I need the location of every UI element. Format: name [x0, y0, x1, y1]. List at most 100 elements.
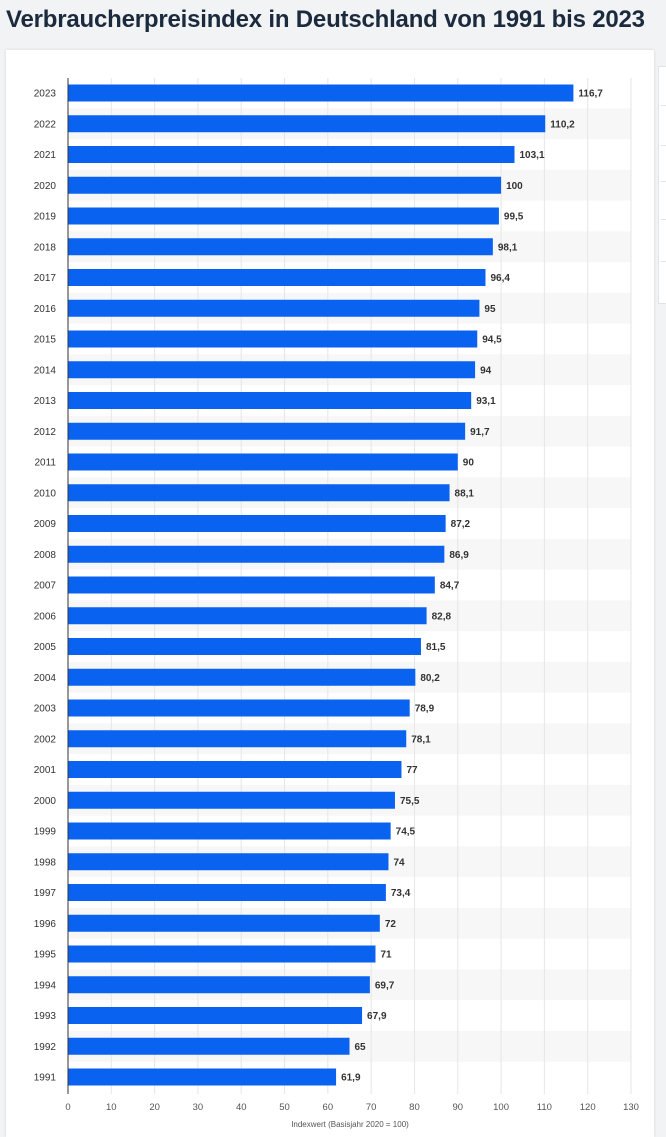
data-label: 74: [393, 857, 405, 868]
data-label: 93,1: [476, 396, 496, 407]
category-label: 2010: [34, 488, 57, 499]
side-panel: [658, 66, 666, 304]
data-label: 84,7: [440, 581, 460, 592]
bar: [68, 1068, 337, 1086]
side-panel-divider: [661, 145, 666, 146]
x-tick-label: 0: [65, 1102, 70, 1113]
side-panel-divider: [661, 105, 666, 106]
page-title: Verbraucherpreisindex in Deutschland von…: [6, 6, 645, 33]
data-label: 80,2: [420, 673, 440, 684]
category-label: 2012: [34, 427, 57, 438]
data-label: 75,5: [400, 796, 420, 807]
category-label: 1997: [34, 888, 57, 899]
category-label: 2009: [34, 519, 57, 530]
data-label: 69,7: [375, 980, 395, 991]
category-label: 1995: [34, 950, 57, 961]
category-label: 1998: [34, 857, 57, 868]
category-label: 2004: [34, 673, 57, 684]
category-label: 2005: [34, 642, 57, 653]
data-label: 91,7: [470, 427, 490, 438]
data-label: 116,7: [578, 89, 603, 100]
bar: [68, 299, 480, 317]
bar: [68, 207, 499, 225]
bar: [68, 330, 478, 348]
category-label: 2007: [34, 581, 57, 592]
category-label: 2018: [34, 242, 57, 253]
data-label: 73,4: [391, 888, 411, 899]
data-label: 100: [506, 181, 523, 192]
bar: [68, 607, 427, 625]
data-label: 94: [480, 365, 492, 376]
data-label: 86,9: [449, 550, 469, 561]
category-label: 2017: [34, 273, 57, 284]
bar: [68, 422, 466, 440]
x-tick-label: 80: [409, 1102, 420, 1113]
bar: [68, 1007, 363, 1024]
data-label: 65: [355, 1042, 367, 1053]
bar: [68, 668, 416, 686]
bar: [68, 884, 386, 901]
category-label: 1996: [34, 919, 57, 930]
category-label: 2014: [34, 365, 57, 376]
bar: [68, 484, 450, 502]
bar: [68, 84, 574, 102]
data-label: 99,5: [504, 212, 524, 223]
bar: [68, 699, 410, 717]
category-label: 1999: [34, 827, 57, 838]
data-label: 74,5: [396, 827, 416, 838]
bar: [68, 976, 370, 994]
category-label: 1991: [34, 1073, 57, 1084]
category-label: 2000: [34, 796, 57, 807]
bar: [68, 545, 445, 563]
bar: [68, 638, 421, 655]
bar: [68, 453, 458, 471]
x-tick-label: 60: [323, 1102, 334, 1113]
side-panel-divider: [661, 181, 666, 182]
bar: [68, 822, 391, 840]
bar: [68, 269, 486, 286]
data-label: 90: [463, 458, 475, 469]
x-tick-label: 100: [493, 1102, 509, 1113]
side-panel-divider: [661, 261, 666, 262]
category-label: 2001: [34, 765, 57, 776]
data-label: 71: [380, 950, 392, 961]
data-label: 110,2: [550, 119, 575, 130]
x-tick-label: 130: [623, 1102, 639, 1113]
bar: [68, 761, 402, 778]
category-label: 2019: [34, 212, 57, 223]
bar: [68, 1037, 350, 1055]
category-label: 2023: [34, 89, 57, 100]
bar: [68, 945, 376, 963]
category-label: 2013: [34, 396, 57, 407]
data-label: 103,1: [520, 150, 545, 161]
bar: [68, 115, 546, 133]
data-label: 78,1: [411, 734, 431, 745]
data-label: 98,1: [498, 242, 518, 253]
x-tick-label: 110: [537, 1102, 552, 1113]
x-tick-label: 20: [149, 1102, 160, 1113]
data-label: 95: [484, 304, 496, 315]
category-label: 2006: [34, 611, 57, 622]
data-label: 77: [406, 765, 418, 776]
data-label: 94,5: [482, 335, 502, 346]
bar: [68, 361, 476, 379]
category-label: 2011: [34, 458, 56, 469]
x-tick-label: 120: [580, 1102, 596, 1113]
category-label: 2020: [34, 181, 57, 192]
bar: [68, 392, 472, 409]
bar: [68, 576, 435, 594]
x-axis-title: Indexwert (Basisjahr 2020 = 100): [291, 1120, 409, 1129]
data-label: 78,9: [415, 704, 435, 715]
category-label: 2022: [34, 119, 57, 130]
bar: [68, 146, 515, 163]
bar: [68, 730, 407, 748]
category-label: 2008: [34, 550, 57, 561]
category-label: 2021: [34, 150, 57, 161]
x-tick-label: 70: [366, 1102, 377, 1113]
data-label: 72: [385, 919, 397, 930]
x-tick-label: 50: [279, 1102, 290, 1113]
data-label: 82,8: [432, 611, 452, 622]
x-tick-label: 30: [193, 1102, 204, 1113]
category-label: 1992: [34, 1042, 57, 1053]
